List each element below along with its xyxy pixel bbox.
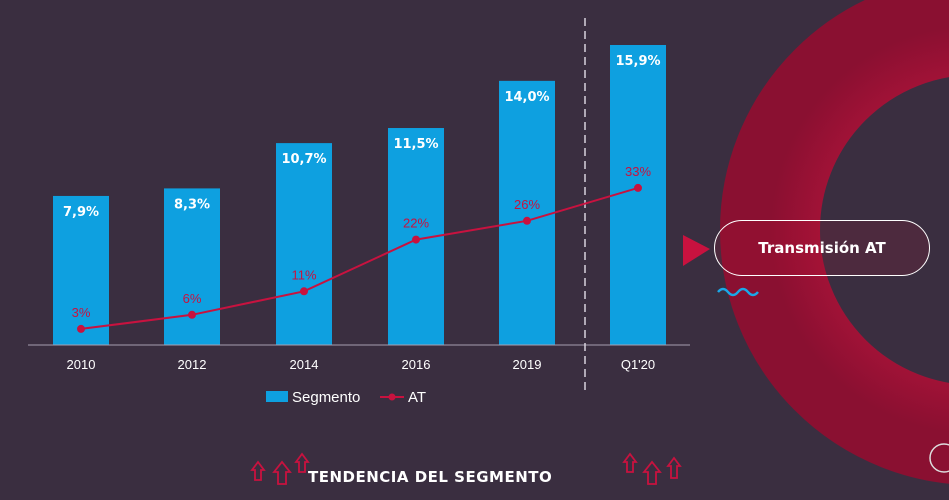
bar-2010	[53, 195, 109, 345]
arrows-up-right-icon	[622, 452, 682, 485]
at-point-2010	[77, 324, 85, 333]
at-label-2019: 26%	[514, 197, 540, 212]
x-tick-2016: 2016	[402, 357, 431, 372]
bar-2019	[499, 80, 555, 345]
bar-label-2016: 11,5%	[393, 137, 438, 152]
bar-label-2014: 10,7%	[281, 152, 326, 167]
x-tick-2012: 2012	[178, 357, 207, 372]
bar-label-2010: 7,9%	[63, 205, 99, 220]
at-point-2012	[188, 310, 196, 319]
x-tick-2019: 2019	[513, 357, 542, 372]
x-tick-Q1'20: Q1'20	[621, 357, 655, 372]
x-tick-2014: 2014	[290, 357, 319, 372]
bar-2014	[276, 143, 332, 345]
bar-2012	[164, 188, 220, 345]
bar-label-2012: 8,3%	[174, 197, 210, 212]
play-triangle-icon	[683, 235, 710, 266]
bar-Q1'20	[610, 45, 666, 345]
x-tick-2010: 2010	[67, 357, 96, 372]
at-point-2014	[300, 287, 308, 296]
legend-label-at: AT	[408, 389, 426, 406]
legend-swatch-at-marker	[388, 393, 396, 401]
transmision-at-callout: Transmisión AT	[714, 220, 930, 276]
decorative-ring	[720, 0, 949, 484]
at-label-Q1'20: 33%	[625, 164, 651, 179]
bar-label-Q1'20: 15,9%	[615, 54, 660, 69]
line-series: 3% 6% 11% 22% 26% 33%	[72, 164, 651, 333]
arrows-up-left-icon	[250, 452, 310, 485]
corner-logo-icon	[929, 443, 949, 473]
wave-icon	[717, 287, 759, 297]
at-label-2014: 11%	[291, 267, 316, 282]
at-label-2016: 22%	[403, 216, 429, 231]
at-point-Q1'20	[634, 183, 642, 192]
at-point-2016	[412, 235, 420, 244]
at-label-2012: 6%	[183, 291, 202, 306]
x-tick-labels: 2010 2012 2014 2016 2019 Q1'20	[67, 357, 656, 372]
bar-series	[53, 45, 666, 345]
section-title: TENDENCIA DEL SEGMENTO	[308, 468, 553, 486]
legend-swatch-segmento	[266, 391, 288, 402]
bar-label-2019: 14,0%	[504, 90, 549, 105]
legend-label-segmento: Segmento	[292, 389, 360, 406]
at-line	[80, 186, 639, 330]
legend: Segmento AT	[266, 389, 426, 406]
bar-data-labels: 7,9% 8,3% 10,7% 11,5% 14,0% 15,9%	[63, 54, 661, 220]
at-point-2019	[523, 216, 531, 225]
at-label-2010: 3%	[72, 305, 91, 320]
